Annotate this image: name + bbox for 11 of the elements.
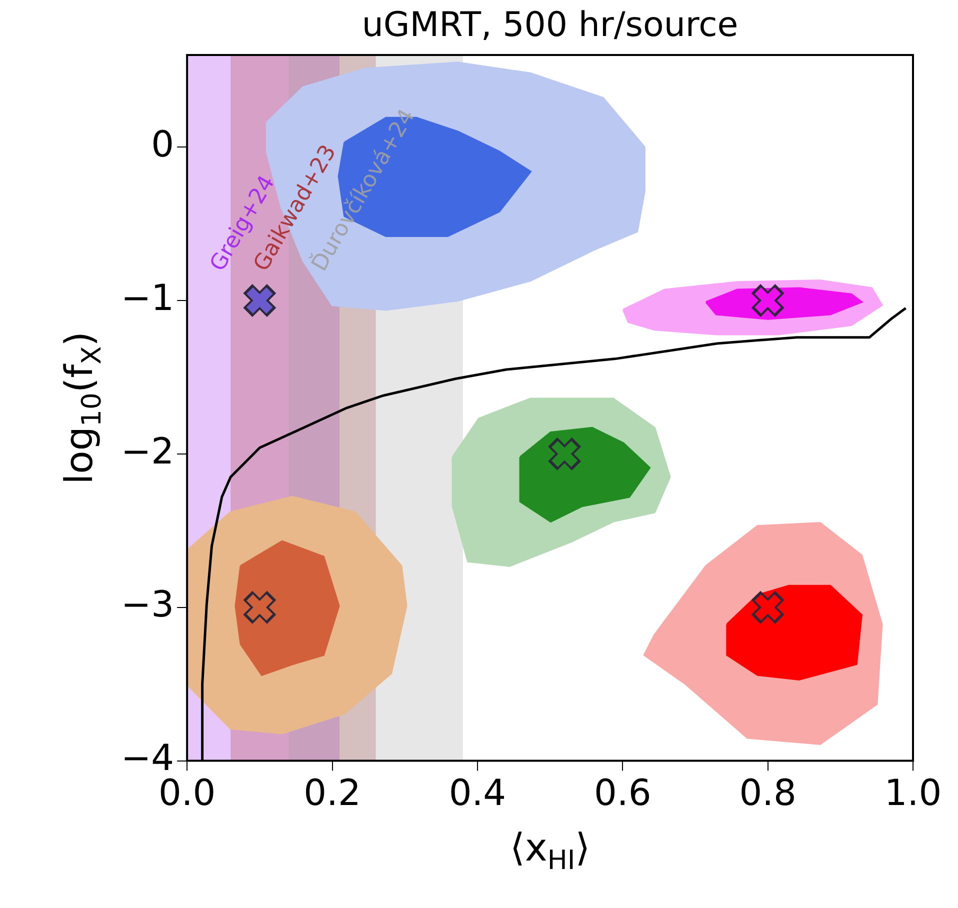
y-tick-label: −3	[120, 584, 174, 626]
y-axis-title: log10(fX)	[56, 331, 108, 484]
y-tick-label: −2	[120, 431, 174, 472]
y-tick-label: −1	[120, 278, 174, 319]
chart-title: uGMRT, 500 hr/source	[362, 4, 738, 45]
x-tick-label: 0.2	[304, 772, 361, 814]
x-tick-label: 1.0	[884, 772, 942, 814]
y-tick-label: 0	[151, 124, 174, 166]
x-tick-label: 0.6	[594, 772, 652, 814]
x-tick-label: 0.4	[448, 772, 506, 814]
x-tick-label: 0.8	[739, 772, 796, 814]
